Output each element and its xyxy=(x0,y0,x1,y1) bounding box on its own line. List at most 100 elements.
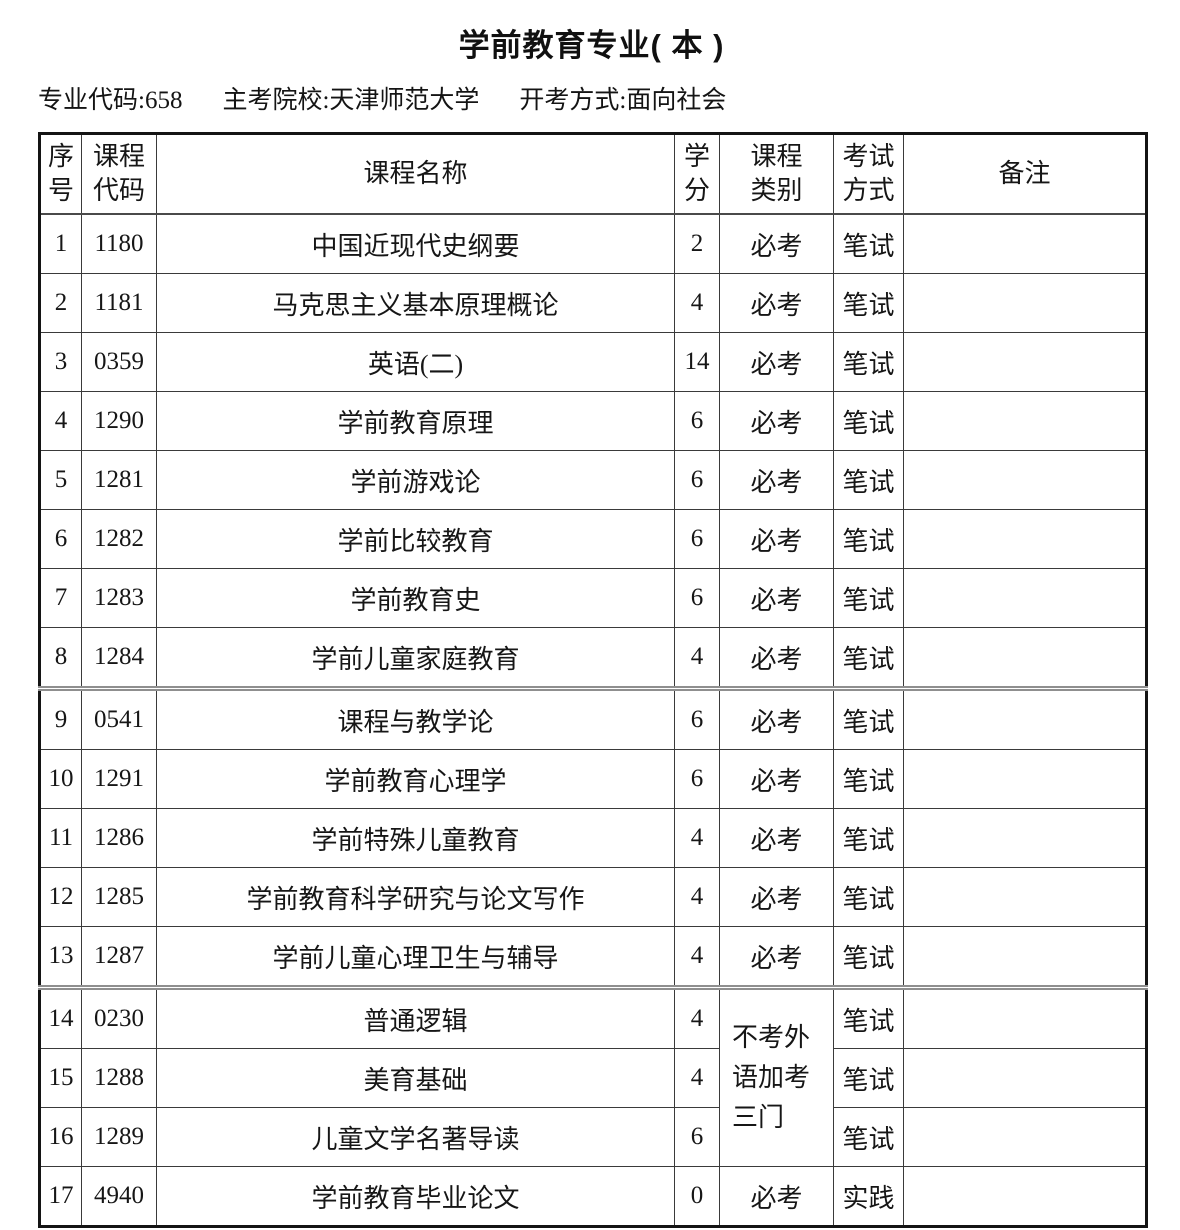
col-header-category: 课程 类别 xyxy=(719,133,834,215)
table-row: 16 1289 儿童文学名著导读 6 笔试 xyxy=(39,1107,1147,1167)
table-row: 2 1181 马克思主义基本原理概论 4 必考 笔试 xyxy=(39,273,1147,333)
course-table-header: 序 号 课程 代码 课程名称 学 分 课程 类别 考试 方式 备注 xyxy=(39,133,1147,215)
cell-exam-method: 笔试 xyxy=(833,332,904,392)
cell-course-code: 1180 xyxy=(81,213,157,274)
cell-course-name: 学前教育心理学 xyxy=(156,749,675,809)
table-row: 10 1291 学前教育心理学 6 必考 笔试 xyxy=(39,749,1147,809)
cell-category: 必考 xyxy=(719,450,834,510)
cell-seq: 5 xyxy=(39,450,82,510)
cell-course-name: 学前教育原理 xyxy=(156,391,675,451)
cell-exam-method: 笔试 xyxy=(833,985,904,1049)
cell-seq: 1 xyxy=(39,213,82,274)
meta-major-code: 专业代码:658 xyxy=(38,87,183,114)
table-row: 15 1288 美育基础 4 笔试 xyxy=(39,1048,1147,1108)
cell-seq: 6 xyxy=(39,509,82,569)
cell-course-name: 学前特殊儿童教育 xyxy=(156,808,675,868)
cell-category: 必考 xyxy=(719,926,834,988)
cell-credits: 4 xyxy=(674,867,720,927)
col-header-note: 备注 xyxy=(903,133,1147,215)
cell-note xyxy=(903,332,1147,392)
header-row: 序 号 课程 代码 课程名称 学 分 课程 类别 考试 方式 备注 xyxy=(39,133,1147,215)
cell-exam-method: 笔试 xyxy=(833,926,904,988)
cell-course-name: 学前教育毕业论文 xyxy=(156,1166,675,1227)
cell-category: 必考 xyxy=(719,213,834,274)
cell-seq: 9 xyxy=(39,686,82,750)
cell-credits: 14 xyxy=(674,332,720,392)
cell-exam-method: 笔试 xyxy=(833,391,904,451)
cell-exam-method: 笔试 xyxy=(833,867,904,927)
cell-exam-method: 笔试 xyxy=(833,1107,904,1167)
cell-course-name: 学前儿童心理卫生与辅导 xyxy=(156,926,675,988)
cell-category-merged: 不考外 语加考 三门 xyxy=(719,985,834,1167)
cell-course-code: 1281 xyxy=(81,450,157,510)
cell-course-code: 0230 xyxy=(81,985,157,1049)
cell-category: 必考 xyxy=(719,391,834,451)
cell-note xyxy=(903,1166,1147,1227)
cell-exam-method: 笔试 xyxy=(833,213,904,274)
cell-exam-method: 笔试 xyxy=(833,808,904,868)
cell-course-name: 学前游戏论 xyxy=(156,450,675,510)
meta-host-university: 主考院校:天津师范大学 xyxy=(222,87,480,114)
cell-note xyxy=(903,273,1147,333)
cell-course-code: 1284 xyxy=(81,627,157,689)
cell-seq: 3 xyxy=(39,332,82,392)
cell-exam-method: 笔试 xyxy=(833,273,904,333)
cell-course-name: 英语(二) xyxy=(156,332,675,392)
table-row: 3 0359 英语(二) 14 必考 笔试 xyxy=(39,332,1147,392)
cell-course-code: 1290 xyxy=(81,391,157,451)
cell-note xyxy=(903,985,1147,1049)
cell-note xyxy=(903,450,1147,510)
cell-note xyxy=(903,568,1147,628)
cell-note xyxy=(903,1107,1147,1167)
table-row: 5 1281 学前游戏论 6 必考 笔试 xyxy=(39,450,1147,510)
cell-exam-method: 笔试 xyxy=(833,1048,904,1108)
cell-course-code: 1291 xyxy=(81,749,157,809)
cell-course-name: 美育基础 xyxy=(156,1048,675,1108)
cell-category: 必考 xyxy=(719,509,834,569)
course-table-body: 1 1180 中国近现代史纲要 2 必考 笔试 2 1181 马克思主义基本原理概论 4 必考 笔试 3… xyxy=(39,213,1147,1227)
page-title: 学前教育专业( 本 ) xyxy=(458,28,725,63)
cell-course-code: 1286 xyxy=(81,808,157,868)
table-row: 8 1284 学前儿童家庭教育 4 必考 笔试 xyxy=(39,627,1147,689)
cell-exam-method: 笔试 xyxy=(833,627,904,689)
table-row: 13 1287 学前儿童心理卫生与辅导 4 必考 笔试 xyxy=(39,926,1147,988)
cell-category: 必考 xyxy=(719,273,834,333)
table-row: 9 0541 课程与教学论 6 必考 笔试 xyxy=(39,686,1147,750)
table-row: 11 1286 学前特殊儿童教育 4 必考 笔试 xyxy=(39,808,1147,868)
cell-seq: 12 xyxy=(39,867,82,927)
cell-category: 必考 xyxy=(719,867,834,927)
cell-seq: 2 xyxy=(39,273,82,333)
cell-credits: 4 xyxy=(674,985,720,1049)
cell-category: 必考 xyxy=(719,686,834,750)
cell-note xyxy=(903,213,1147,274)
cell-category: 必考 xyxy=(719,1166,834,1227)
cell-note xyxy=(903,627,1147,689)
cell-category: 必考 xyxy=(719,627,834,689)
table-row: 7 1283 学前教育史 6 必考 笔试 xyxy=(39,568,1147,628)
cell-exam-method: 实践 xyxy=(833,1166,904,1227)
meta-exam-mode: 开考方式:面向社会 xyxy=(519,87,727,114)
col-header-code: 课程 代码 xyxy=(81,133,157,215)
cell-category: 必考 xyxy=(719,808,834,868)
cell-exam-method: 笔试 xyxy=(833,686,904,750)
cell-credits: 4 xyxy=(674,1048,720,1108)
cell-credits: 6 xyxy=(674,450,720,510)
cell-credits: 4 xyxy=(674,627,720,689)
cell-exam-method: 笔试 xyxy=(833,450,904,510)
cell-category: 必考 xyxy=(719,568,834,628)
cell-course-name: 普通逻辑 xyxy=(156,985,675,1049)
cell-course-name: 儿童文学名著导读 xyxy=(156,1107,675,1167)
cell-course-name: 课程与教学论 xyxy=(156,686,675,750)
table-row: 14 0230 普通逻辑 4 不考外 语加考 三门 笔试 xyxy=(39,985,1147,1167)
cell-course-name: 中国近现代史纲要 xyxy=(156,213,675,274)
cell-course-name: 学前比较教育 xyxy=(156,509,675,569)
cell-course-code: 4940 xyxy=(81,1166,157,1227)
cell-course-name: 学前儿童家庭教育 xyxy=(156,627,675,689)
cell-course-code: 1282 xyxy=(81,509,157,569)
cell-credits: 6 xyxy=(674,749,720,809)
cell-credits: 6 xyxy=(674,391,720,451)
cell-credits: 6 xyxy=(674,1107,720,1167)
table-row: 12 1285 学前教育科学研究与论文写作 4 必考 笔试 xyxy=(39,867,1147,927)
cell-note xyxy=(903,509,1147,569)
